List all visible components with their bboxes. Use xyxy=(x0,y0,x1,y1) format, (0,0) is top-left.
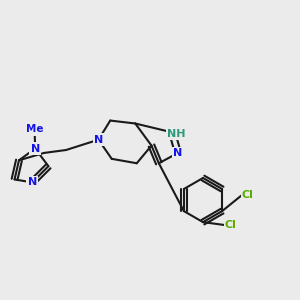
Text: N: N xyxy=(173,148,183,158)
Text: N: N xyxy=(31,143,40,154)
Text: Cl: Cl xyxy=(224,220,236,230)
Text: Cl: Cl xyxy=(242,190,254,200)
Text: N: N xyxy=(94,135,103,145)
Text: NH: NH xyxy=(167,129,186,139)
Text: N: N xyxy=(28,177,37,188)
Text: Me: Me xyxy=(26,124,43,134)
